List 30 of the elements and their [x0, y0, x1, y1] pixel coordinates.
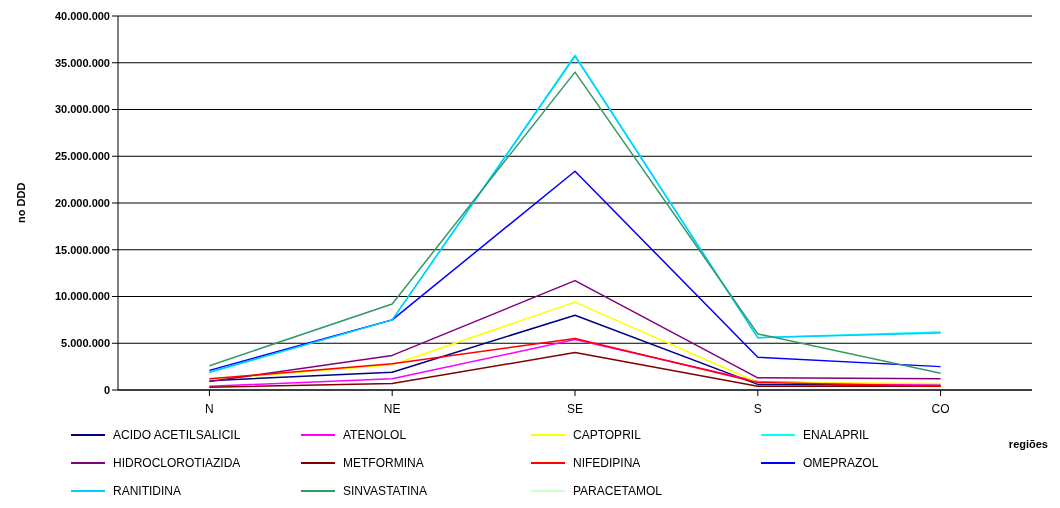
- x-tick-label: N: [205, 401, 214, 416]
- line-series: [208, 301, 942, 385]
- y-tick-label: 15.000.000: [54, 243, 110, 256]
- y-tick-label: 10.000.000: [54, 290, 110, 303]
- y-tick-label: 30.000.000: [54, 103, 110, 116]
- y-tick-label: 0: [103, 383, 110, 396]
- legend-label: METFORMINA: [343, 456, 424, 470]
- y-tick-label: 5.000.000: [61, 337, 110, 350]
- x-tick-label: S: [753, 401, 762, 416]
- x-tick-label: CO: [931, 401, 950, 416]
- line-series: [208, 170, 942, 372]
- legend-label: PARACETAMOL: [573, 484, 662, 498]
- y-tick-label: 35.000.000: [54, 56, 110, 69]
- y-tick-label: 25.000.000: [54, 150, 110, 163]
- legend-label: HIDROCLOROTIAZIDA: [113, 456, 241, 470]
- x-axis-title: regiões: [1008, 438, 1048, 450]
- y-axis-title: no DDD: [14, 182, 27, 223]
- legend-label: CAPTOPRIL: [573, 428, 641, 442]
- legend-label: RANITIDINA: [113, 484, 182, 498]
- legend-label: NIFEDIPINA: [573, 456, 641, 470]
- x-tick-label: NE: [383, 401, 401, 416]
- x-tick-label: SE: [566, 401, 584, 416]
- y-tick-label: 40.000.000: [54, 9, 110, 22]
- legend-label: OMEPRAZOL: [803, 456, 879, 470]
- line-series: [208, 279, 942, 383]
- legend-label: SINVASTATINA: [343, 484, 428, 498]
- y-tick-label: 20.000.000: [54, 196, 110, 209]
- legend-label: ACIDO ACETILSALICIL: [113, 428, 241, 442]
- legend-label: ENALAPRIL: [803, 428, 870, 442]
- legend-label: ATENOLOL: [343, 428, 407, 442]
